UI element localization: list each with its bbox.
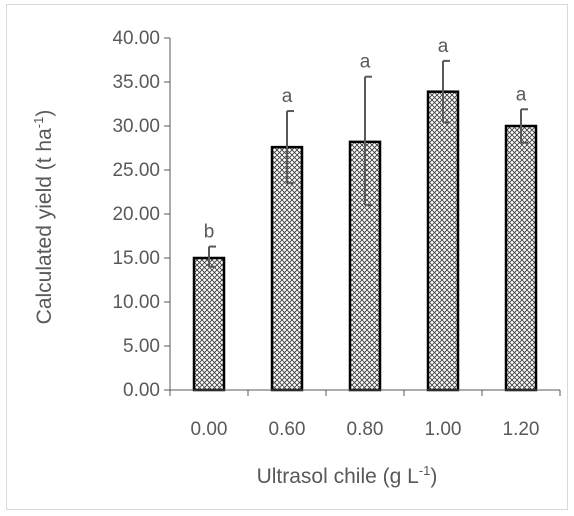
significance-letter: a [438,36,449,57]
bar-chart: 0.00 5.00 10.00 15.00 20.00 25.00 30.00 35.00 40… [31,28,561,488]
y-tick-label: 15.00 [112,248,160,269]
significance-letter: b [204,222,215,243]
x-tick-label: 1.20 [503,419,540,440]
significance-letter: a [360,52,371,73]
y-tick-label: 30.00 [112,116,160,137]
x-tick-label: 0.60 [269,419,306,440]
x-tick-label: 1.00 [425,419,462,440]
y-axis-title: Calculated yield (t ha-1) [31,110,56,325]
y-tick-label: 35.00 [112,72,160,93]
y-tick-label: 10.00 [112,292,160,313]
y-tick-label: 0.00 [123,380,160,401]
bar [426,90,460,392]
y-tick-label: 40.00 [112,28,160,49]
bars: b a a a a [192,36,538,392]
significance-letter: a [282,86,293,107]
significance-letter: a [516,84,527,105]
chart-frame: 0.00 5.00 10.00 15.00 20.00 25.00 30.00 35.00 40… [6,4,568,510]
bar [270,145,304,392]
bar [192,256,226,392]
x-tick-label: 0.00 [191,419,228,440]
x-axis-title: Ultrasol chile (g L-1) [257,463,438,488]
x-axis: 0.00 0.60 0.80 1.00 1.20 [169,389,561,440]
y-tick-label: 25.00 [112,160,160,181]
x-tick-label: 0.80 [347,419,384,440]
y-tick-label: 5.00 [123,336,160,357]
y-tick-label: 20.00 [112,204,160,225]
bar [504,124,538,392]
y-axis: 0.00 5.00 10.00 15.00 20.00 25.00 30.00 35.00 40… [112,28,171,401]
